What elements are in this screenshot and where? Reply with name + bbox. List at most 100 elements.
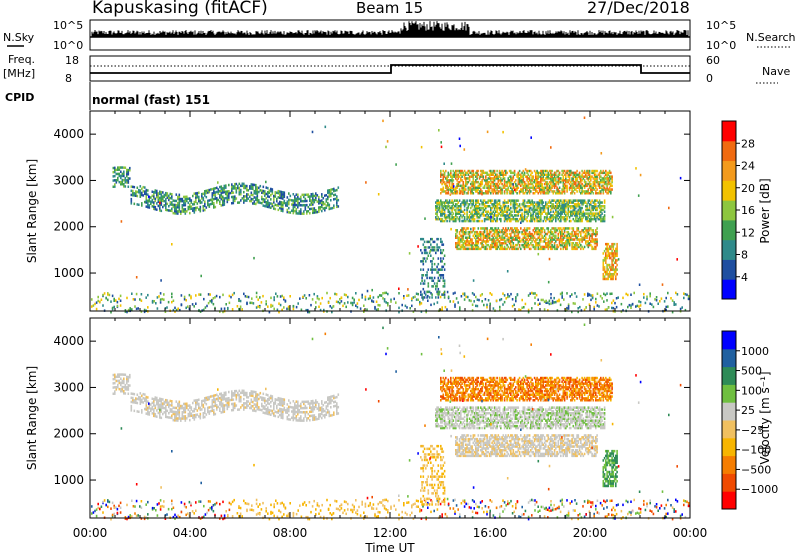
power-cell xyxy=(590,243,592,247)
power-cell xyxy=(440,251,442,255)
velocity-cell xyxy=(212,509,215,513)
power-cell xyxy=(491,242,493,245)
power-cell xyxy=(246,301,248,305)
power-cell xyxy=(580,208,582,212)
power-cell xyxy=(211,301,213,304)
power-cell xyxy=(523,217,526,221)
power-cell xyxy=(472,245,475,249)
power-cell xyxy=(548,219,551,223)
power-cell xyxy=(264,200,266,204)
power-cell xyxy=(510,292,512,296)
power-cell xyxy=(606,266,608,269)
power-cell xyxy=(395,301,397,304)
power-cell xyxy=(435,206,437,210)
power-cell xyxy=(190,199,193,202)
power-cell xyxy=(497,240,500,243)
power-cell xyxy=(565,171,567,175)
power-cell xyxy=(535,229,537,232)
power-cell xyxy=(585,236,587,239)
power-cell xyxy=(527,208,530,212)
power-cell xyxy=(613,270,616,274)
power-cell xyxy=(440,257,442,260)
power-cell xyxy=(558,201,561,204)
power-cell xyxy=(159,207,161,210)
power-cell xyxy=(127,181,130,184)
power-cell xyxy=(407,288,409,291)
power-cell xyxy=(533,201,536,204)
power-cell xyxy=(616,249,618,253)
power-cell xyxy=(503,190,506,193)
power-cell xyxy=(495,177,497,180)
power-cell xyxy=(573,206,576,210)
power-cell xyxy=(452,216,455,219)
power-cell xyxy=(325,204,328,207)
power-cell xyxy=(133,192,136,195)
power-cell xyxy=(521,232,523,236)
power-cell xyxy=(443,205,446,208)
power-cell xyxy=(488,186,491,189)
power-cell xyxy=(537,230,540,234)
power-cell xyxy=(481,182,483,186)
power-cell xyxy=(515,230,517,234)
power-cell xyxy=(565,173,567,176)
power-cell xyxy=(532,234,535,238)
power-cell xyxy=(351,303,354,307)
power-cell xyxy=(168,198,170,202)
power-cell xyxy=(214,197,217,200)
power-cell xyxy=(523,210,526,213)
power-cell xyxy=(310,303,312,307)
power-cell xyxy=(603,259,606,262)
power-cell xyxy=(580,309,583,312)
power-cell xyxy=(500,192,502,195)
power-cell xyxy=(572,227,575,230)
power-cell xyxy=(318,210,320,213)
power-cell xyxy=(611,249,613,253)
velocity-cell xyxy=(140,500,143,503)
power-cell xyxy=(578,245,581,249)
power-cell xyxy=(319,206,322,209)
power-cell xyxy=(606,263,608,267)
power-cell xyxy=(281,308,283,312)
power-cell xyxy=(437,201,440,204)
power-cell xyxy=(455,245,457,249)
velocity-cell xyxy=(179,515,181,519)
power-cell xyxy=(472,186,475,189)
power-cell xyxy=(571,182,573,186)
power-cell xyxy=(540,206,542,210)
power-cell xyxy=(533,208,536,212)
power-cell xyxy=(486,240,488,243)
power-cell xyxy=(289,194,292,198)
power-cell xyxy=(571,245,573,249)
power-cell xyxy=(607,242,610,246)
velocity-cell xyxy=(276,515,279,518)
power-cell xyxy=(506,238,508,241)
power-cell xyxy=(180,210,182,213)
velocity-cell xyxy=(129,514,131,517)
power-cell xyxy=(552,245,555,249)
power-cell xyxy=(493,175,496,178)
power-cell xyxy=(538,238,541,241)
power-cell xyxy=(460,245,462,249)
power-cell xyxy=(531,177,533,180)
velocity-cell xyxy=(171,502,173,506)
power-cell xyxy=(461,169,463,173)
power-cell xyxy=(276,191,278,194)
power-cell xyxy=(463,208,466,212)
power-cell xyxy=(582,199,585,202)
power-cell xyxy=(592,177,595,180)
power-cell xyxy=(598,190,601,193)
power-cell xyxy=(526,169,528,173)
power-cell xyxy=(108,293,111,297)
power-cell xyxy=(306,210,308,213)
power-cell xyxy=(199,293,202,296)
power-cell xyxy=(496,247,498,251)
power-cell xyxy=(631,303,634,306)
power-cell xyxy=(508,217,511,221)
power-cell xyxy=(587,245,590,249)
power-cell xyxy=(142,185,145,189)
power-cell xyxy=(593,238,596,241)
power-cell xyxy=(612,306,615,310)
power-cell xyxy=(612,266,615,269)
power-cell xyxy=(531,216,533,219)
power-cell xyxy=(238,190,241,194)
